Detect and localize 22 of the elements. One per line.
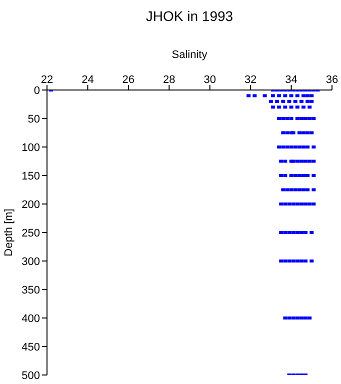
y-tick-label: 0 [34,84,40,97]
chart-title: JHOK in 1993 [144,8,234,24]
y-tick-label: 50 [28,113,40,126]
y-tick-label: 450 [22,341,40,354]
x-tick-label: 34 [285,74,298,86]
x-tick-label: 36 [326,74,338,86]
x-tick-label: 28 [163,74,176,86]
y-tick-label: 250 [22,227,40,240]
y-tick-label: 300 [22,256,40,268]
x-tick-label: 30 [204,74,216,86]
x-axis-title: Salinity [172,49,208,61]
y-tick-label: 350 [22,284,40,296]
y-axis-title: Depth [m] [2,208,15,256]
y-tick-label: 200 [22,198,40,211]
y-tick-label: 100 [22,142,40,154]
y-tick-label: 400 [22,312,40,325]
x-tick-label: 32 [244,74,257,86]
y-tick-label: 500 [22,370,40,382]
x-tick-label: 26 [122,74,135,86]
x-tick-label: 22 [40,74,54,86]
y-tick-label: 150 [22,170,40,182]
x-tick-label: 24 [82,74,94,86]
